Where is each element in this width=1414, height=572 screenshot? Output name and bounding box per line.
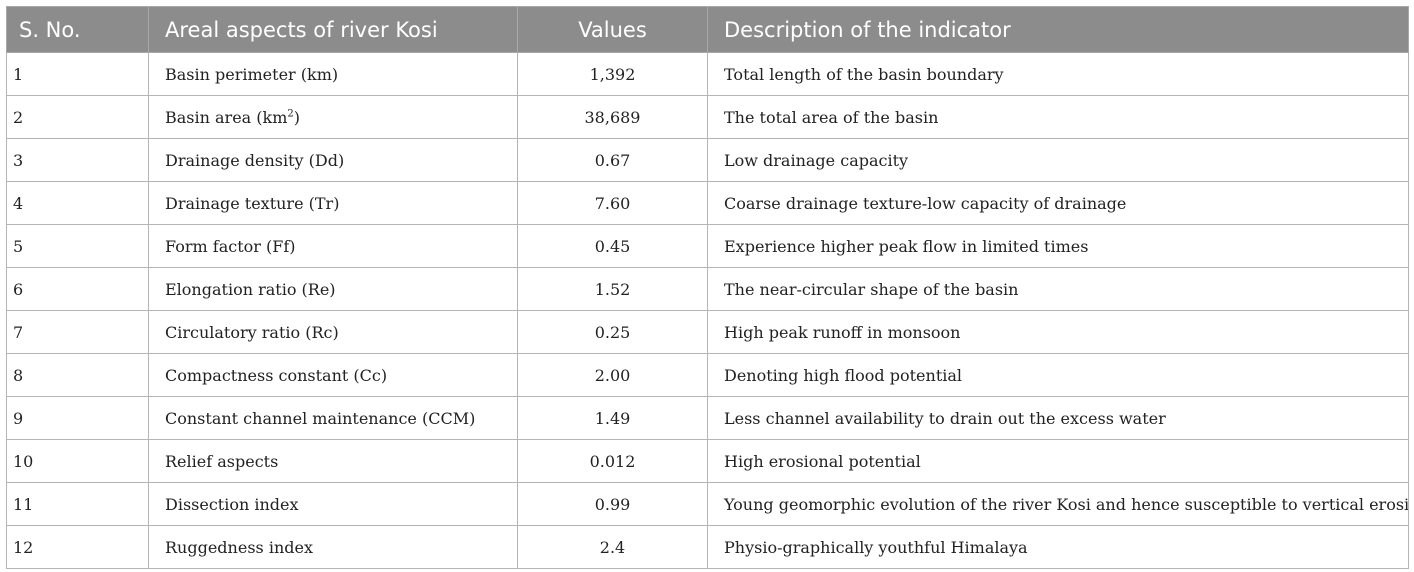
cell-sno: 7 bbox=[6, 310, 149, 354]
cell-description: Experience higher peak flow in limited t… bbox=[707, 224, 1409, 268]
cell-description: The total area of the basin bbox=[707, 95, 1409, 139]
table-row: 12 Ruggedness index 2.4 Physio-graphical… bbox=[6, 525, 1409, 569]
table-header: S. No. Areal aspects of river Kosi Value… bbox=[6, 6, 1409, 53]
superscript: 2 bbox=[287, 108, 294, 120]
cell-description: Low drainage capacity bbox=[707, 138, 1409, 182]
table-row: 2 Basin area (km2) 38,689 The total area… bbox=[6, 95, 1409, 139]
cell-aspect: Drainage density (Dd) bbox=[148, 138, 518, 182]
cell-value: 0.45 bbox=[517, 224, 708, 268]
header-aspect: Areal aspects of river Kosi bbox=[148, 6, 518, 53]
table-row: 4 Drainage texture (Tr) 7.60 Coarse drai… bbox=[6, 181, 1409, 225]
cell-sno: 1 bbox=[6, 52, 149, 96]
cell-description: Denoting high flood potential bbox=[707, 353, 1409, 397]
table-row: 8 Compactness constant (Cc) 2.00 Denotin… bbox=[6, 353, 1409, 397]
cell-description: Less channel availability to drain out t… bbox=[707, 396, 1409, 440]
cell-aspect: Circulatory ratio (Rc) bbox=[148, 310, 518, 354]
cell-aspect: Compactness constant (Cc) bbox=[148, 353, 518, 397]
cell-aspect-close: ) bbox=[293, 107, 301, 127]
cell-sno: 3 bbox=[6, 138, 149, 182]
cell-description: High peak runoff in monsoon bbox=[707, 310, 1409, 354]
header-description: Description of the indicator bbox=[707, 6, 1409, 53]
cell-description: Total length of the basin boundary bbox=[707, 52, 1409, 96]
cell-description: The near-circular shape of the basin bbox=[707, 267, 1409, 311]
table-row: 3 Drainage density (Dd) 0.67 Low drainag… bbox=[6, 138, 1409, 182]
cell-description: Young geomorphic evolution of the river … bbox=[707, 482, 1409, 526]
header-values: Values bbox=[517, 6, 708, 53]
cell-sno: 10 bbox=[6, 439, 149, 483]
cell-value: 2.4 bbox=[517, 525, 708, 569]
cell-value: 1.52 bbox=[517, 267, 708, 311]
header-sno: S. No. bbox=[6, 6, 149, 53]
cell-aspect: Drainage texture (Tr) bbox=[148, 181, 518, 225]
table-row: 10 Relief aspects 0.012 High erosional p… bbox=[6, 439, 1409, 483]
cell-sno: 2 bbox=[6, 95, 149, 139]
cell-sno: 9 bbox=[6, 396, 149, 440]
table-row: 9 Constant channel maintenance (CCM) 1.4… bbox=[6, 396, 1409, 440]
table-body: 1 Basin perimeter (km) 1,392 Total lengt… bbox=[6, 52, 1409, 569]
table-row: 1 Basin perimeter (km) 1,392 Total lengt… bbox=[6, 52, 1409, 96]
table-row: 5 Form factor (Ff) 0.45 Experience highe… bbox=[6, 224, 1409, 268]
cell-aspect: Relief aspects bbox=[148, 439, 518, 483]
cell-aspect-text: Basin area (km bbox=[165, 107, 288, 127]
cell-value: 0.25 bbox=[517, 310, 708, 354]
cell-value: 0.012 bbox=[517, 439, 708, 483]
cell-aspect: Basin perimeter (km) bbox=[148, 52, 518, 96]
cell-description: Coarse drainage texture-low capacity of … bbox=[707, 181, 1409, 225]
cell-value: 2.00 bbox=[517, 353, 708, 397]
morphometric-table: S. No. Areal aspects of river Kosi Value… bbox=[6, 6, 1409, 569]
cell-sno: 11 bbox=[6, 482, 149, 526]
cell-aspect: Form factor (Ff) bbox=[148, 224, 518, 268]
cell-value: 7.60 bbox=[517, 181, 708, 225]
cell-sno: 6 bbox=[6, 267, 149, 311]
cell-description: Physio-graphically youthful Himalaya bbox=[707, 525, 1409, 569]
cell-sno: 4 bbox=[6, 181, 149, 225]
cell-aspect: Basin area (km2) bbox=[148, 95, 518, 139]
table-row: 7 Circulatory ratio (Rc) 0.25 High peak … bbox=[6, 310, 1409, 354]
cell-value: 38,689 bbox=[517, 95, 708, 139]
cell-value: 1.49 bbox=[517, 396, 708, 440]
cell-aspect: Constant channel maintenance (CCM) bbox=[148, 396, 518, 440]
cell-sno: 5 bbox=[6, 224, 149, 268]
cell-aspect: Dissection index bbox=[148, 482, 518, 526]
table-row: 11 Dissection index 0.99 Young geomorphi… bbox=[6, 482, 1409, 526]
cell-sno: 12 bbox=[6, 525, 149, 569]
cell-description: High erosional potential bbox=[707, 439, 1409, 483]
header-row: S. No. Areal aspects of river Kosi Value… bbox=[6, 6, 1409, 53]
cell-sno: 8 bbox=[6, 353, 149, 397]
cell-value: 0.99 bbox=[517, 482, 708, 526]
cell-aspect: Ruggedness index bbox=[148, 525, 518, 569]
cell-value: 1,392 bbox=[517, 52, 708, 96]
table-row: 6 Elongation ratio (Re) 1.52 The near-ci… bbox=[6, 267, 1409, 311]
cell-value: 0.67 bbox=[517, 138, 708, 182]
cell-aspect: Elongation ratio (Re) bbox=[148, 267, 518, 311]
